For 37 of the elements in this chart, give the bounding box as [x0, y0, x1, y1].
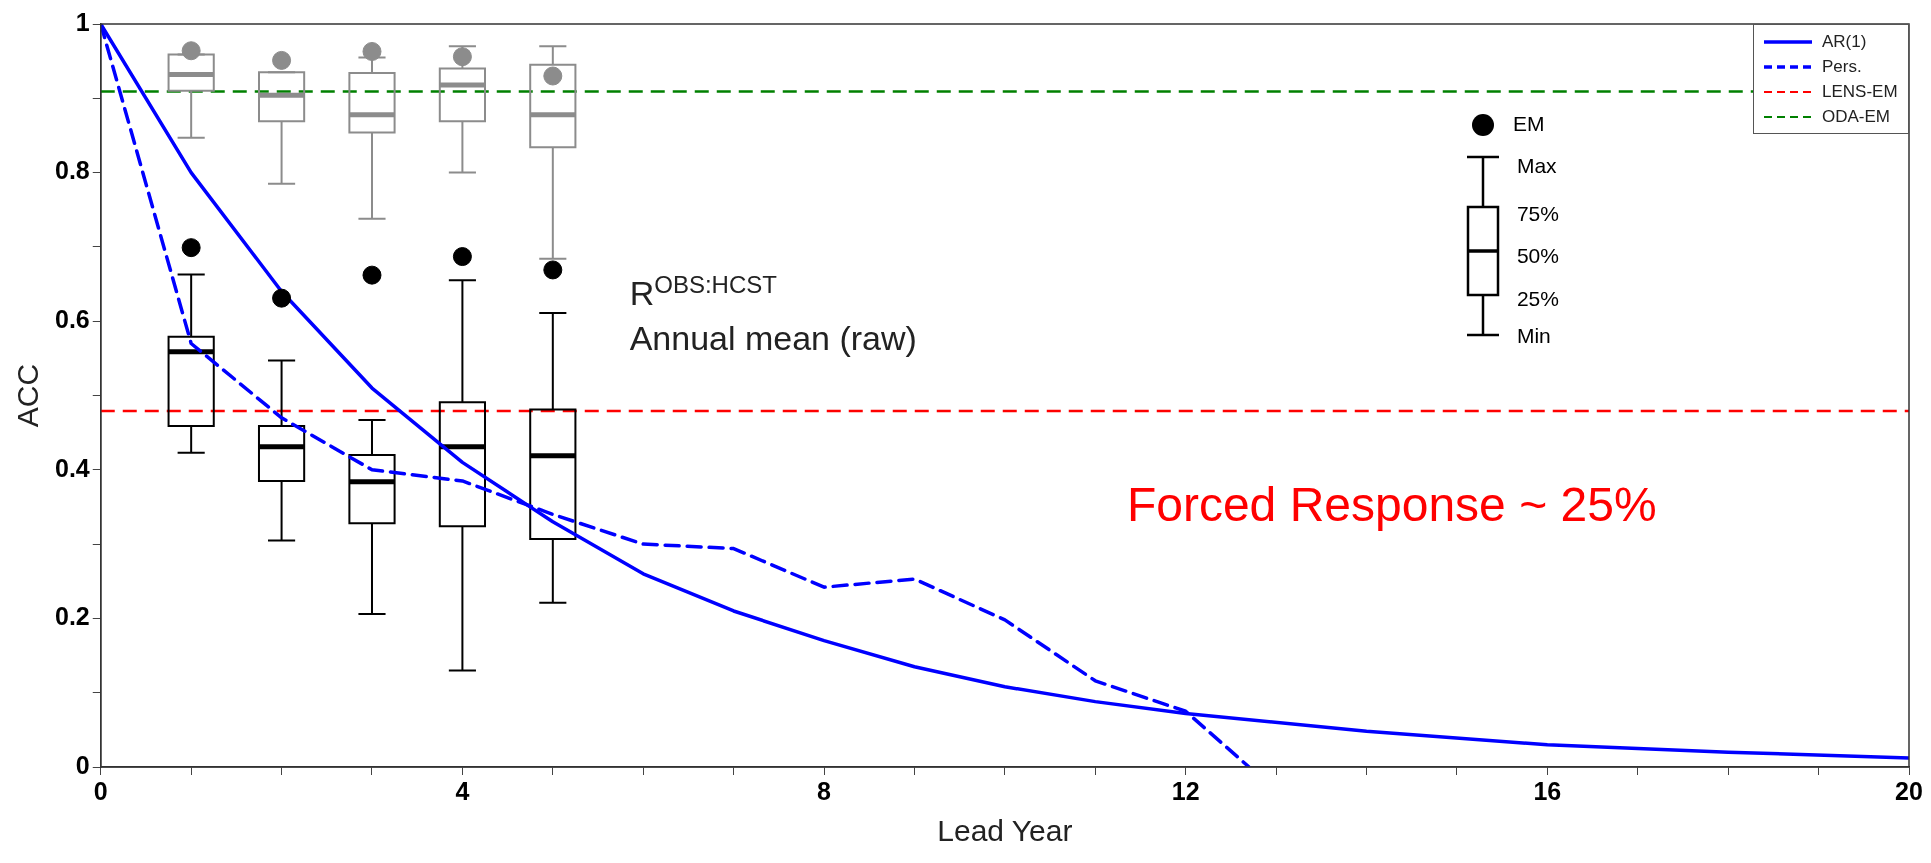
point: [181, 238, 201, 258]
x-tick-label: 0: [93, 776, 108, 805]
x-tick-label: 8: [817, 776, 832, 805]
point: [362, 265, 382, 285]
point: [543, 66, 563, 86]
x-tick-label: 12: [1171, 776, 1200, 805]
point: [181, 41, 201, 61]
point: [452, 247, 472, 267]
y-tick-label: 0.6: [54, 305, 90, 334]
y-tick-label: 0.4: [54, 453, 90, 482]
x-tick-label: 20: [1895, 776, 1923, 805]
annotation: Forced Response ~ 25%: [1126, 477, 1657, 531]
legend-label: Pers.: [1822, 56, 1862, 77]
annotation: Min: [1516, 324, 1551, 348]
x-tick-label: 4: [455, 776, 470, 805]
legend-label: LENS-EM: [1822, 81, 1898, 102]
y-tick-label: 0.8: [54, 156, 90, 185]
point: [543, 260, 563, 280]
annotation: 50%: [1516, 244, 1559, 268]
x-tick-label: 16: [1533, 776, 1562, 805]
point: [362, 41, 382, 61]
annotation: 25%: [1516, 287, 1559, 311]
y-tick-label: 1: [75, 7, 90, 36]
annotation: EM: [1512, 112, 1545, 136]
annotation: Annual mean (raw): [629, 319, 917, 358]
y-axis-title: ACC: [11, 363, 45, 428]
annotation: R$^{OBS:HCST}$: [629, 270, 777, 313]
annotation: Max: [1516, 154, 1557, 178]
point: [272, 288, 292, 308]
y-tick-label: 0: [75, 750, 90, 779]
point: [272, 50, 292, 70]
legend-label: AR(1): [1822, 31, 1867, 52]
x-axis-title: Lead Year: [937, 814, 1073, 848]
y-tick-label: 0.2: [54, 602, 90, 631]
legend-label: ODA-EM: [1822, 106, 1890, 127]
point: [452, 47, 472, 67]
annotation: 75%: [1516, 202, 1559, 226]
